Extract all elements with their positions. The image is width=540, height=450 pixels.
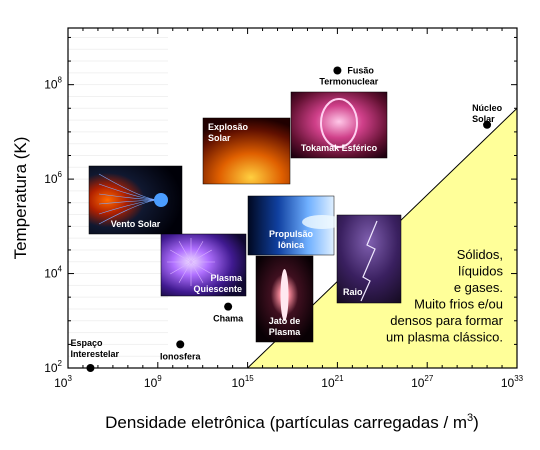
glow-ray: [190, 261, 212, 275]
region-text-line: Muito frios e/ou: [414, 297, 503, 312]
thumbnail-caption: Quiescente: [193, 284, 242, 294]
ion-beam: [302, 215, 342, 229]
thumbnail-caption: Iônica: [278, 240, 305, 250]
glow-ray: [178, 261, 192, 283]
x-axis-title-part: ): [473, 413, 479, 432]
x-tick-exp: 21: [335, 374, 344, 383]
x-tick-label: 103: [54, 374, 72, 390]
y-tick-base: 10: [44, 172, 58, 186]
data-point: [176, 340, 185, 349]
thumbnail-caption: Vento Solar: [111, 219, 161, 229]
thumbnail-caption: Propulsão: [269, 229, 314, 239]
point-label: Termonuclear: [319, 77, 378, 87]
thumbnail-caption: Tokamak Esférico: [301, 143, 378, 153]
y-tick-base: 10: [44, 361, 58, 375]
x-tick-base: 10: [411, 376, 425, 390]
image-solarwind: Vento Solar: [88, 165, 183, 235]
y-tick-exp: 8: [58, 76, 63, 85]
thumbnail-lightning: [336, 214, 402, 304]
thumbnail-caption: Raio: [343, 287, 363, 297]
region-text-line: densos para formar: [390, 313, 503, 328]
region-text-line: um plasma clássico.: [386, 330, 503, 345]
image-lightning: Raio: [336, 214, 402, 304]
point-label: Fusão: [347, 66, 374, 76]
x-axis-title-part: Densidade eletrônica (partículas carrega…: [105, 413, 467, 432]
glow-ray: [170, 261, 192, 275]
thumbnail-caption: Plasma: [269, 327, 302, 337]
region-text-line: líquidos: [458, 264, 503, 279]
thumbnail-caption: Explosão: [208, 122, 249, 132]
data-point: [333, 66, 342, 75]
region-text-line: e gases.: [454, 280, 503, 295]
jet-core: [280, 269, 289, 321]
glow-ray: [190, 241, 204, 263]
data-point: [224, 302, 233, 311]
x-tick-exp: 3: [67, 374, 72, 383]
y-tick-base: 10: [44, 267, 58, 281]
thumbnail-caption: Plasma: [210, 273, 243, 283]
point-label: Espaço: [70, 338, 103, 348]
point-label: Chama: [213, 314, 244, 324]
y-tick-exp: 6: [58, 170, 63, 179]
x-axis-title: Densidade eletrônica (partículas carrega…: [105, 412, 479, 432]
x-tick-exp: 33: [514, 374, 523, 383]
y-tick-label: 106: [44, 170, 62, 186]
thumbnail-flare: [202, 117, 291, 185]
data-point: [483, 120, 492, 129]
x-tick-exp: 27: [424, 374, 433, 383]
y-tick-base: 10: [44, 78, 58, 92]
x-tick-base: 10: [144, 376, 158, 390]
y-tick-exp: 2: [58, 359, 63, 368]
x-tick-label: 1021: [321, 374, 344, 390]
point-label: Ionosfera: [160, 351, 202, 361]
glow-ray: [190, 249, 212, 263]
x-tick-label: 1033: [501, 374, 524, 390]
thumbnail-caption: Solar: [208, 133, 231, 143]
image-tokamak: Tokamak Esférico: [290, 91, 388, 159]
y-axis-title: Temperatura (K): [11, 137, 30, 260]
point-label: Interestelar: [70, 349, 119, 359]
y-tick-exp: 4: [58, 265, 63, 274]
thumbnail-caption: Jato de: [269, 316, 301, 326]
x-tick-base: 10: [54, 376, 68, 390]
x-tick-base: 10: [501, 376, 515, 390]
region-text-line: Sólidos,: [457, 247, 503, 262]
glow-ray: [170, 249, 192, 263]
x-tick-base: 10: [321, 376, 335, 390]
plasma-ring: [320, 98, 358, 148]
point-label: Solar: [472, 114, 495, 124]
x-axis-title-part: 3: [467, 412, 473, 424]
point-label: Núcleo: [472, 103, 503, 113]
bolt: [360, 220, 378, 302]
earth-icon: [154, 193, 168, 207]
glow-ray: [178, 241, 192, 263]
y-tick-label: 108: [44, 76, 62, 92]
x-tick-label: 1015: [231, 374, 254, 390]
x-tick-base: 10: [231, 376, 245, 390]
thumbnail-quiescent: [160, 233, 247, 297]
x-tick-label: 109: [144, 374, 162, 390]
glow-ray: [190, 261, 204, 283]
y-tick-label: 102: [44, 359, 62, 375]
x-tick-exp: 15: [245, 374, 254, 383]
x-tick-exp: 9: [157, 374, 162, 383]
x-tick-label: 1027: [411, 374, 434, 390]
y-tick-label: 104: [44, 265, 62, 281]
